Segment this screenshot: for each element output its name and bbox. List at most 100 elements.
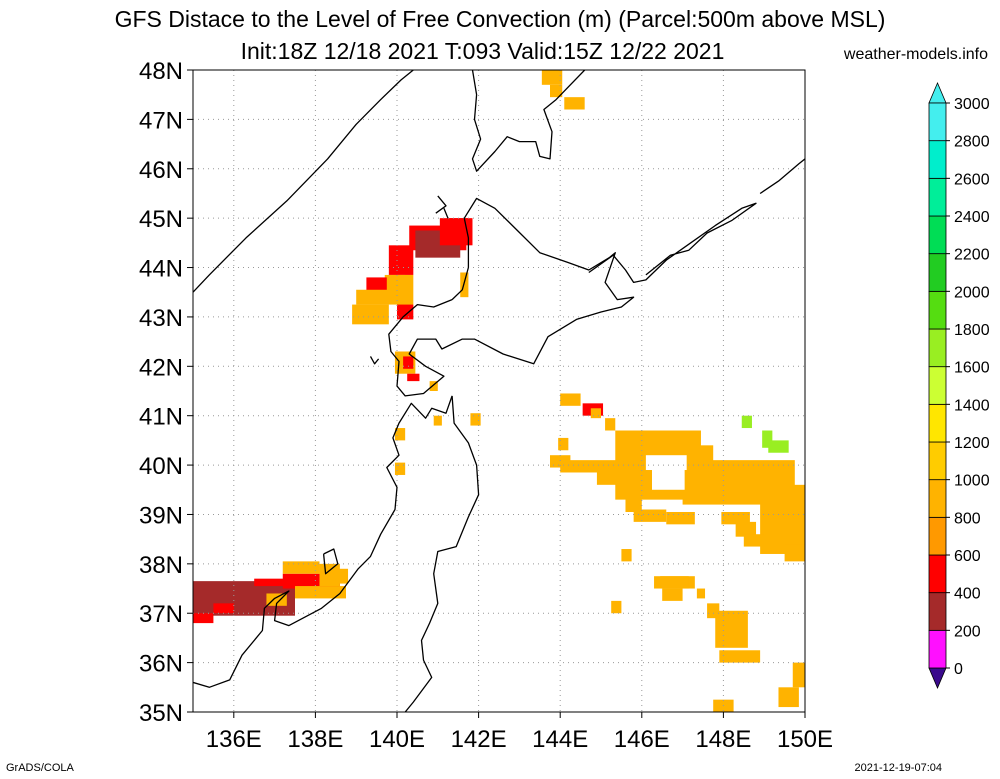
field-cell xyxy=(193,613,214,624)
coastline xyxy=(588,202,757,284)
field-cell xyxy=(352,304,389,325)
field-cell xyxy=(266,593,287,606)
credit-label: GrADS/COLA xyxy=(6,762,74,774)
coastline xyxy=(759,158,805,195)
legend-swatch xyxy=(928,215,947,255)
legend-label: 1200 xyxy=(954,435,990,452)
axes: 136E 138E 140E 142E 144E 146E 148E 150E 35N 36N 37… xyxy=(139,58,833,753)
legend-swatch xyxy=(928,328,947,368)
field-cell xyxy=(541,70,563,85)
legend-label: 800 xyxy=(954,510,981,527)
legend-swatch xyxy=(928,366,947,405)
field-cell xyxy=(470,413,481,426)
field-cell xyxy=(388,245,414,275)
field-cell xyxy=(403,356,414,369)
field-cell xyxy=(741,415,752,429)
x-tick-label: 140E xyxy=(369,726,425,753)
field-cell xyxy=(590,408,601,419)
plot-frame xyxy=(192,69,806,713)
timestamp-label: 2021-12-19-07:04 xyxy=(854,762,942,774)
field-cell xyxy=(448,218,469,231)
y-tick-label: 42N xyxy=(139,354,183,381)
legend-label: 1800 xyxy=(954,322,990,339)
x-tick-label: 142E xyxy=(451,726,507,753)
field-cell xyxy=(662,588,683,601)
field-cell xyxy=(558,437,569,451)
y-tick-label: 46N xyxy=(139,157,183,184)
field-cell xyxy=(696,588,706,599)
legend-label: 1600 xyxy=(954,360,990,377)
field-cell xyxy=(560,393,581,406)
field-cell xyxy=(433,415,442,426)
x-tick-label: 148E xyxy=(695,726,751,753)
legend-swatch xyxy=(928,253,947,292)
legend-label: 600 xyxy=(954,548,981,565)
field-cell xyxy=(792,662,805,688)
y-tick-label: 48N xyxy=(139,58,183,85)
legend-label: 0 xyxy=(954,661,963,678)
legend-swatch xyxy=(928,629,947,669)
x-tick-label: 144E xyxy=(532,726,588,753)
y-tick-label: 36N xyxy=(139,651,183,678)
field-cell xyxy=(397,304,414,320)
chart-subtitle: Init:18Z 12/18 2021 T:093 Valid:15Z 12/2… xyxy=(240,38,725,64)
color-legend: 0 200 400 600 800 1000 1200 1400 1600 1800 2000 220… xyxy=(928,81,990,690)
legend-swatch xyxy=(928,554,947,594)
grid-lines xyxy=(193,70,805,712)
field-cell xyxy=(768,440,789,453)
field-cell xyxy=(356,289,402,305)
field-cell xyxy=(596,470,618,485)
legend-label: 1000 xyxy=(954,473,990,490)
legend-swatch xyxy=(928,592,947,631)
field-cells xyxy=(193,70,805,712)
legend-label: 400 xyxy=(954,586,981,603)
legend-label: 3000 xyxy=(954,96,990,113)
legend-swatch xyxy=(928,479,947,518)
y-tick-label: 37N xyxy=(139,601,183,628)
legend-arrow-low xyxy=(928,667,947,690)
y-tick-label: 35N xyxy=(139,700,183,727)
field-cell xyxy=(625,497,642,512)
field-cell xyxy=(394,462,406,475)
legend-label: 2600 xyxy=(954,171,990,188)
field-cell xyxy=(660,576,689,589)
field-cell xyxy=(331,568,349,584)
legend-label: 2800 xyxy=(954,134,990,151)
field-cell xyxy=(394,428,406,441)
field-cell xyxy=(762,430,773,448)
field-cell xyxy=(778,687,799,708)
field-cell xyxy=(633,509,667,522)
legend-swatch xyxy=(928,102,947,142)
field-cell xyxy=(719,650,761,663)
x-tick-label: 138E xyxy=(287,726,343,753)
coastlines xyxy=(193,70,805,712)
coastline xyxy=(193,70,414,293)
legend-swatch xyxy=(928,441,947,481)
y-tick-label: 44N xyxy=(139,256,183,283)
coastline xyxy=(404,395,480,712)
field-cell xyxy=(715,610,748,648)
field-cell xyxy=(735,521,757,537)
legend-swatch xyxy=(928,516,947,556)
y-tick-label: 47N xyxy=(139,107,183,134)
field-cell xyxy=(645,455,687,471)
coastline xyxy=(322,548,339,575)
field-cell xyxy=(550,84,563,98)
legend-label: 2400 xyxy=(954,209,990,226)
legend-label: 2200 xyxy=(954,247,990,264)
field-cell xyxy=(621,549,632,562)
field-cell xyxy=(295,586,346,599)
field-cell xyxy=(611,600,622,614)
coastline xyxy=(443,208,449,219)
legend-label: 1400 xyxy=(954,397,990,414)
legend-label: 200 xyxy=(954,623,981,640)
y-tick-label: 40N xyxy=(139,453,183,480)
field-cell xyxy=(784,544,805,562)
legend-swatch xyxy=(928,140,947,179)
field-cell xyxy=(743,534,765,547)
field-cell xyxy=(282,561,320,574)
field-cell xyxy=(760,484,805,554)
field-cell xyxy=(666,511,695,525)
coastline xyxy=(388,197,635,397)
